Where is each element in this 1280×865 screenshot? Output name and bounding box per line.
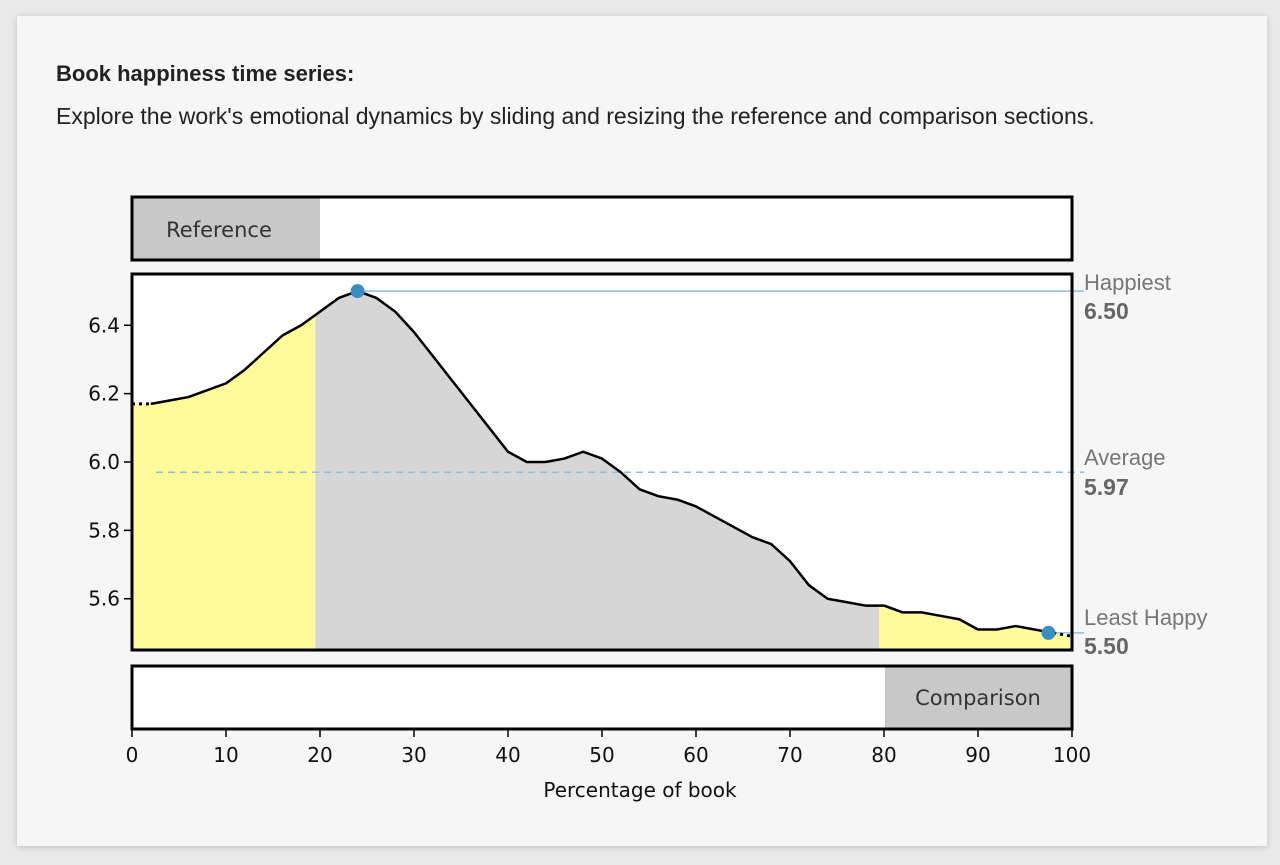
happiest-label: Happiest: [1084, 270, 1171, 295]
middle-area: [315, 291, 880, 650]
x-tick-label: 10: [213, 743, 238, 767]
x-tick-label: 60: [683, 743, 708, 767]
happiness-line: [150, 289, 1054, 635]
y-tick-label: 5.8: [88, 518, 120, 542]
least-happy-marker: [1041, 625, 1056, 640]
chart-title: Book happiness time series:: [56, 61, 355, 86]
average-value: 5.97: [1084, 474, 1129, 500]
x-tick-label: 80: [871, 743, 896, 767]
x-tick-label: 50: [589, 743, 614, 767]
x-tick-label: 100: [1053, 743, 1091, 767]
x-tick-label: 90: [965, 743, 990, 767]
comparison-label: Comparison: [915, 686, 1041, 710]
x-tick-label: 70: [777, 743, 802, 767]
x-tick-label: 30: [401, 743, 426, 767]
reference-window[interactable]: [133, 198, 321, 259]
x-axis-title: Percentage of book: [543, 778, 737, 802]
happiest-marker: [350, 284, 365, 299]
least-happy-label: Least Happy: [1084, 605, 1208, 630]
x-tick-label: 40: [495, 743, 520, 767]
y-tick-label: 6.2: [88, 382, 120, 406]
average-label: Average: [1084, 445, 1166, 470]
happiest-value: 6.50: [1084, 298, 1129, 324]
comparison-area: [879, 605, 1072, 650]
least-happy-value: 5.50: [1084, 633, 1129, 659]
reference-label: Reference: [166, 218, 272, 242]
comparison-window[interactable]: [885, 667, 1071, 728]
y-tick-label: 6.0: [88, 450, 120, 474]
x-tick-label: 20: [307, 743, 332, 767]
y-tick-label: 6.4: [88, 313, 120, 337]
chart-description: Explore the work's emotional dynamics by…: [56, 103, 1095, 129]
happiness-line-end-dotted: [1052, 631, 1073, 638]
y-tick-label: 5.6: [88, 587, 120, 611]
x-tick-label: 0: [126, 743, 139, 767]
reference-area: [132, 315, 316, 650]
